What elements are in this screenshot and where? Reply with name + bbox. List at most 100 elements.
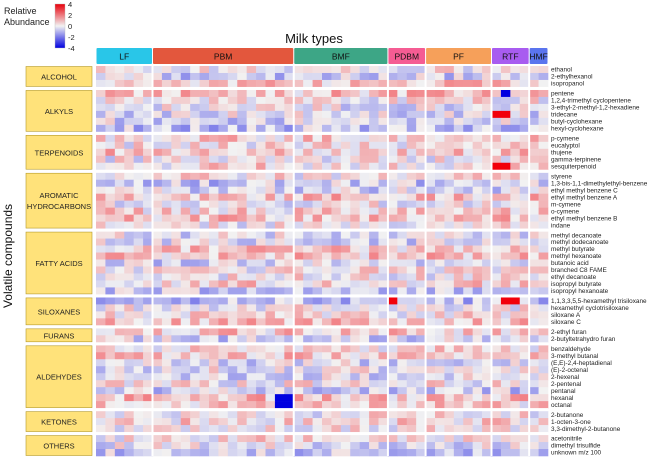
heatmap-cell — [312, 280, 323, 288]
heatmap-cell — [161, 318, 172, 326]
heatmap-cell — [124, 425, 134, 433]
heatmap-cell — [500, 96, 511, 105]
heatmap-cell — [227, 96, 238, 105]
heatmap-cell — [491, 141, 502, 150]
heatmap-cell — [482, 273, 492, 281]
heatmap-cell — [303, 273, 313, 281]
heatmap-cell — [274, 207, 285, 215]
heatmap-cell — [472, 273, 483, 281]
heatmap-cell — [246, 259, 257, 267]
heatmap-cell — [114, 155, 125, 164]
heatmap-cell — [293, 335, 304, 343]
heatmap-cell — [133, 266, 144, 274]
heatmap-cell — [237, 373, 247, 381]
heatmap-cell — [171, 311, 182, 319]
compound-label: pentanal — [551, 388, 576, 395]
heatmap-cell — [293, 172, 304, 181]
heatmap-cell — [105, 214, 116, 222]
heatmap-cell — [331, 280, 342, 288]
heatmap-cell — [114, 110, 125, 119]
heatmap-cell — [453, 96, 464, 105]
heatmap-cell — [340, 442, 351, 450]
heatmap-cell — [435, 287, 445, 295]
heatmap-cell — [416, 318, 426, 326]
heatmap-cell — [453, 418, 464, 426]
heatmap-cell — [152, 72, 163, 81]
heatmap-cell — [171, 214, 182, 222]
heatmap-cell — [143, 311, 153, 319]
heatmap-cell — [500, 359, 511, 367]
heatmap-cell — [491, 103, 502, 112]
heatmap-cell — [303, 172, 313, 181]
heatmap-cell — [96, 352, 106, 360]
heatmap-cell — [171, 124, 182, 133]
heatmap-cell — [237, 359, 247, 367]
heatmap-cell — [133, 66, 144, 74]
heatmap-cell — [143, 401, 153, 409]
heatmap-cell — [199, 297, 210, 305]
heatmap-cell — [171, 425, 182, 433]
heatmap-cell — [529, 266, 539, 274]
heatmap-cell — [369, 179, 379, 187]
heatmap-cell — [359, 66, 370, 74]
heatmap-cell — [519, 318, 530, 326]
heatmap-cell — [416, 273, 426, 281]
heatmap-cell — [284, 266, 295, 274]
heatmap-cell — [199, 280, 210, 288]
heatmap-cell — [538, 103, 549, 112]
compound-label: butanoic acid — [551, 260, 589, 267]
heatmap-cell — [161, 387, 172, 395]
heatmap-cell — [340, 345, 351, 353]
heatmap-cell — [491, 449, 502, 457]
heatmap-cell — [265, 141, 276, 150]
heatmap-cell — [444, 287, 455, 295]
heatmap-cell — [510, 366, 521, 374]
heatmap-cell — [529, 273, 539, 281]
compound-label: o-cymene — [551, 208, 580, 215]
heatmap-cell — [133, 401, 144, 409]
heatmap-cell — [227, 328, 238, 336]
heatmap-cell — [425, 221, 436, 229]
heatmap-cell — [227, 366, 238, 374]
heatmap-cell — [472, 214, 483, 222]
heatmap-cell — [425, 442, 436, 450]
heatmap-cell — [237, 411, 247, 419]
heatmap-cell — [444, 328, 455, 336]
heatmap-cell — [482, 96, 492, 105]
heatmap-cell — [529, 328, 539, 336]
heatmap-cell — [378, 401, 389, 409]
column-group-label: LF — [119, 52, 129, 62]
heatmap-cell — [350, 425, 360, 433]
heatmap-cell — [406, 79, 417, 88]
heatmap-cell — [397, 134, 408, 143]
heatmap-cell — [237, 72, 247, 81]
heatmap-cell — [114, 328, 125, 336]
heatmap-cell — [209, 89, 219, 98]
heatmap-cell — [387, 155, 398, 164]
heatmap-cell — [114, 221, 125, 229]
heatmap-cell — [218, 89, 229, 98]
heatmap-cell — [529, 335, 539, 343]
heatmap-cell — [171, 245, 182, 253]
heatmap-cell — [312, 200, 323, 208]
heatmap-cell — [387, 207, 398, 215]
heatmap-cell — [425, 245, 436, 253]
heatmap-cell — [246, 66, 257, 74]
heatmap-cell — [510, 266, 521, 274]
heatmap-cell — [500, 287, 511, 295]
heatmap-cell — [246, 297, 257, 305]
heatmap-cell — [246, 200, 257, 208]
heatmap-cell — [227, 214, 238, 222]
heatmap-cell — [180, 66, 191, 74]
heatmap-cell — [265, 231, 276, 239]
heatmap-cell — [284, 162, 295, 171]
heatmap-cell — [284, 411, 295, 419]
heatmap-cell — [265, 252, 276, 260]
heatmap-cell — [444, 435, 455, 443]
legend-ticks: 420-2-4 — [68, 0, 75, 53]
heatmap-cell — [246, 117, 257, 126]
heatmap-cell — [510, 304, 521, 312]
heatmap-cell — [387, 141, 398, 150]
heatmap-cell — [482, 435, 492, 443]
heatmap-cell — [303, 79, 313, 88]
